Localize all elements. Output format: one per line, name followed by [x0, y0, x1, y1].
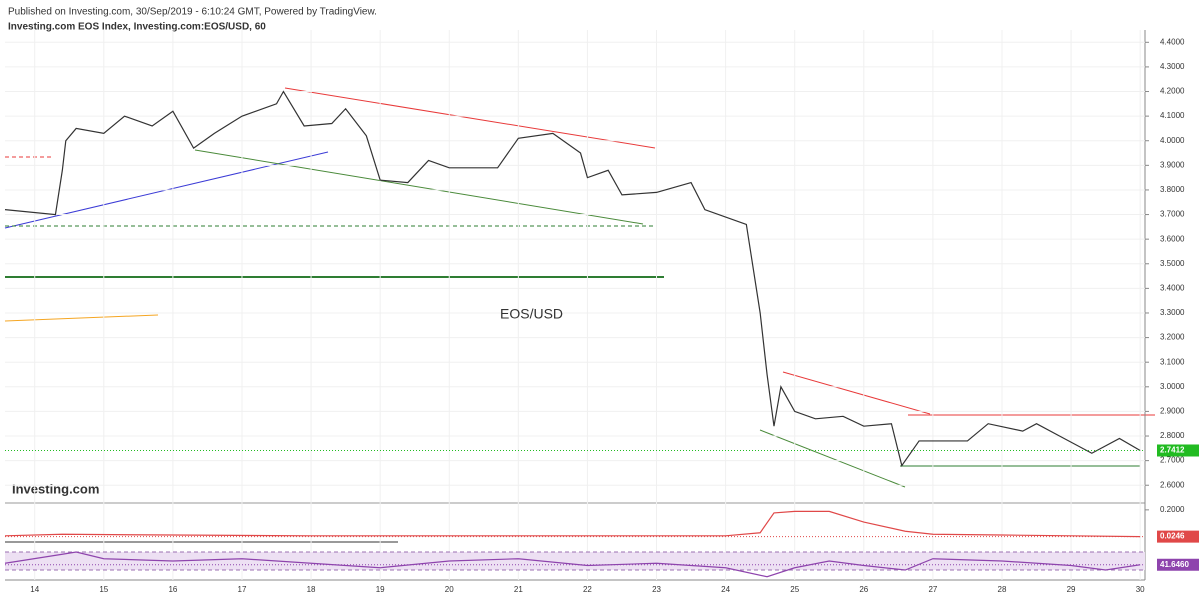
y-tick-label: 4.0000 [1160, 136, 1185, 145]
x-tick-label: 18 [307, 585, 316, 594]
x-tick-label: 16 [168, 585, 177, 594]
value-label-box [1157, 558, 1199, 571]
y-tick-label: 3.4000 [1160, 283, 1185, 292]
y-tick-label: 3.1000 [1160, 357, 1185, 366]
value-label: 2.7412 [1160, 446, 1185, 455]
x-tick-label: 20 [445, 585, 454, 594]
series-line [4, 551, 1141, 578]
x-tick-label: 23 [652, 585, 661, 594]
y-tick-label: 3.5000 [1160, 259, 1185, 268]
x-tick-label: 29 [1067, 585, 1076, 594]
y-tick-label: 3.0000 [1160, 382, 1185, 391]
x-tick-label: 21 [514, 585, 523, 594]
drawings [4, 87, 1155, 543]
x-tick-label: 26 [859, 585, 868, 594]
value-label: 0.0246 [1160, 532, 1185, 541]
y-tick-label: 4.3000 [1160, 62, 1185, 71]
y-tick-label: 3.6000 [1160, 234, 1185, 243]
x-tick-label: 25 [790, 585, 799, 594]
symbol-title: Investing.com EOS Index, Investing.com:E… [8, 22, 266, 33]
trend-line [759, 429, 906, 488]
series-line [4, 90, 1141, 467]
y-tick-label: 3.9000 [1160, 160, 1185, 169]
trend-line [194, 149, 644, 225]
trend-line [4, 314, 159, 322]
value-label-box [1157, 530, 1199, 543]
y-tick-label: 3.8000 [1160, 185, 1185, 194]
y-tick-label: 3.3000 [1160, 308, 1185, 317]
x-tick-label: 22 [583, 585, 592, 594]
x-tick-label: 24 [721, 585, 730, 594]
x-tick-label: 30 [1136, 585, 1145, 594]
y-tick-label: 4.4000 [1160, 37, 1185, 46]
x-tick-label: 19 [376, 585, 385, 594]
trend-line [782, 371, 931, 415]
value-label: 41.6460 [1160, 560, 1189, 569]
x-tick-label: 27 [928, 585, 937, 594]
y-tick-label: 3.2000 [1160, 333, 1185, 342]
y-tick-label: 4.2000 [1160, 87, 1185, 96]
y-tick-label: 2.6000 [1160, 480, 1185, 489]
annotation: EOS/USD [500, 306, 563, 322]
x-tick-label: 17 [238, 585, 247, 594]
value-label-box [1157, 444, 1199, 457]
published-note: Published on Investing.com, 30/Sep/2019 … [8, 7, 377, 18]
y-tick-label: 3.7000 [1160, 210, 1185, 219]
y-tick-label: 2.9000 [1160, 407, 1185, 416]
series-line [4, 510, 1141, 538]
y-tick-label: 2.8000 [1160, 431, 1185, 440]
y-tick-label: 4.1000 [1160, 111, 1185, 120]
y-tick-label: 0.2000 [1160, 505, 1185, 514]
logo: Investing.com [12, 481, 99, 496]
y-tick-label: 2.7000 [1160, 456, 1185, 465]
trend-line [284, 87, 656, 149]
x-tick-label: 14 [30, 585, 39, 594]
x-tick-label: 28 [998, 585, 1007, 594]
x-tick-label: 15 [99, 585, 108, 594]
